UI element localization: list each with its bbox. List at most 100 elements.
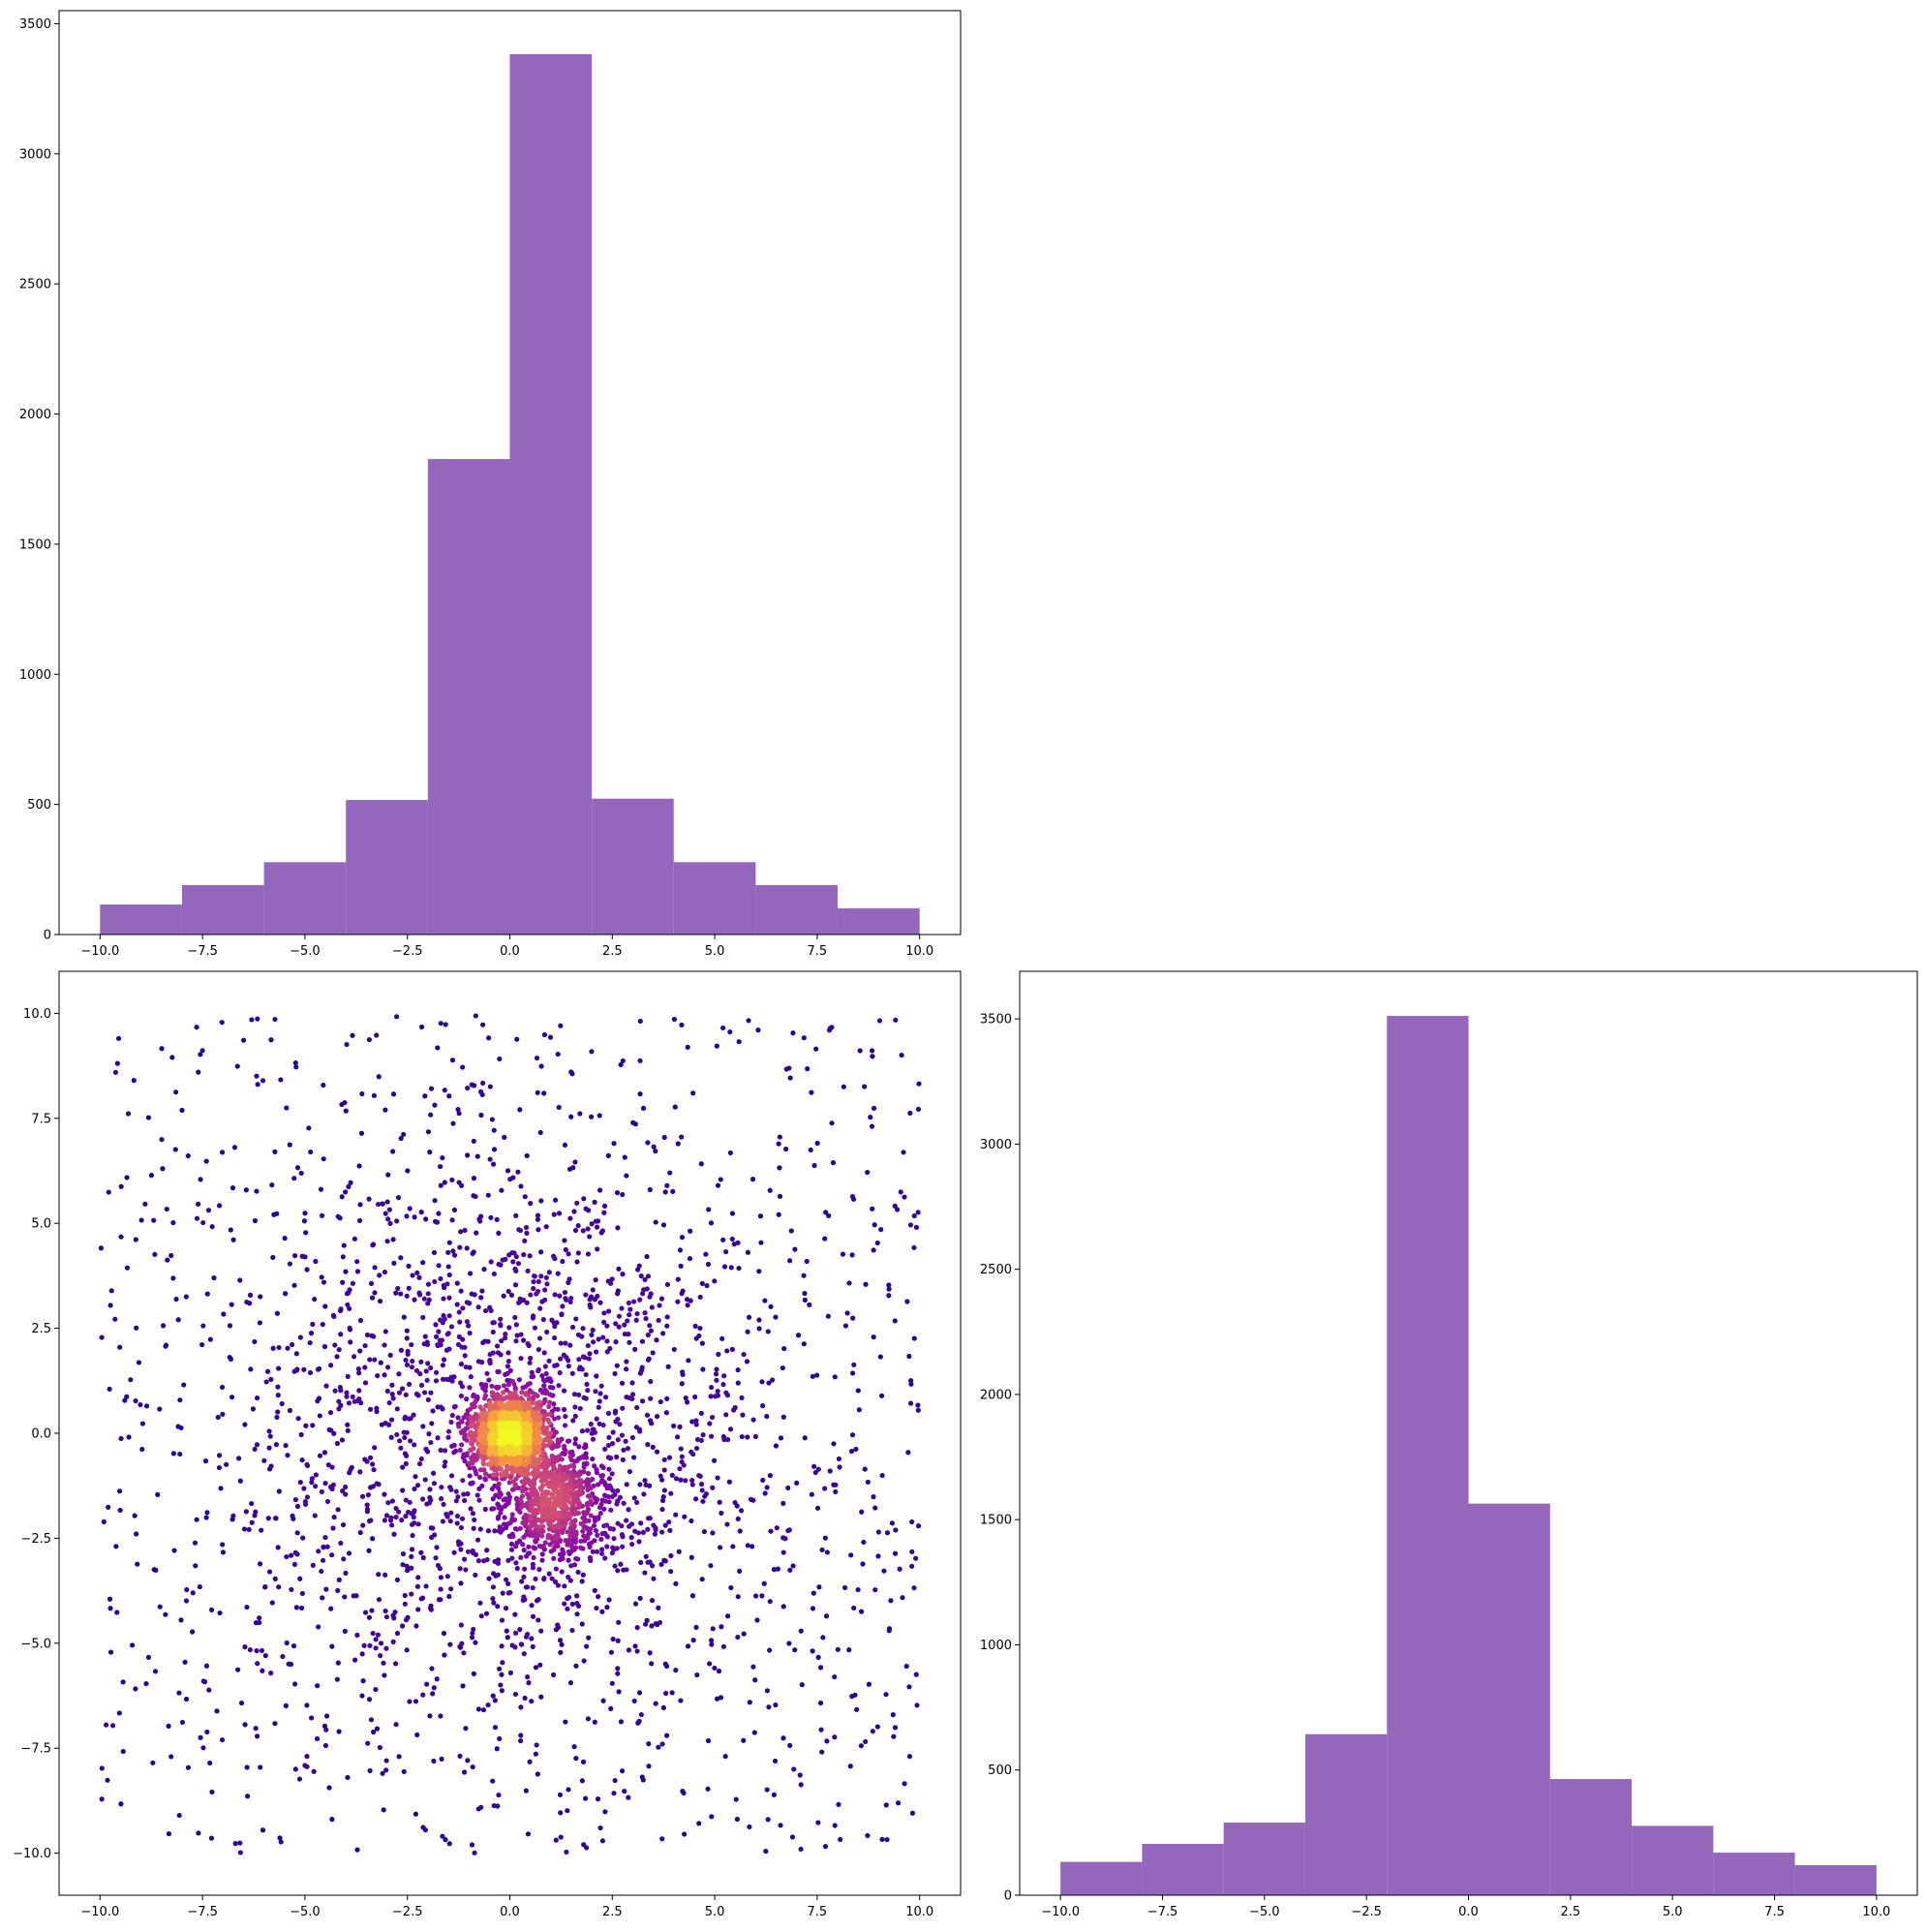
scatter-point (491, 1320, 497, 1326)
scatter-point (354, 1632, 360, 1639)
scatter-point (527, 1759, 533, 1764)
scatter-point (752, 1593, 759, 1599)
scatter-point (449, 1058, 456, 1063)
scatter-point (319, 1274, 324, 1280)
scatter-point (242, 1644, 248, 1650)
scatter-point (552, 1197, 559, 1203)
scatter-point (736, 1039, 742, 1045)
scatter-point (775, 1566, 780, 1572)
scatter-point (542, 1364, 548, 1369)
scatter-point (837, 1464, 842, 1470)
scatter-point (278, 1077, 284, 1083)
scatter-point (453, 1498, 459, 1504)
scatter-point (556, 1211, 563, 1216)
scatter-point (456, 1111, 462, 1117)
scatter-point (741, 1351, 747, 1358)
scatter-point (229, 1395, 235, 1400)
scatter-point (524, 1400, 530, 1406)
scatter-point (593, 1349, 599, 1355)
scatter-point (564, 1297, 569, 1303)
scatter-point (626, 1332, 631, 1337)
scatter-point (310, 1423, 316, 1428)
scatter-point (442, 1463, 447, 1469)
scatter-point (663, 1663, 670, 1670)
scatter-point (556, 1415, 562, 1421)
scatter-point (620, 1272, 626, 1277)
scatter-point (886, 1282, 892, 1288)
scatter-point (564, 1468, 569, 1475)
scatter-point (509, 1642, 515, 1648)
scatter-point (551, 1416, 558, 1422)
scatter-point (428, 1439, 434, 1446)
scatter-point (194, 1215, 200, 1221)
scatter-point (303, 1423, 309, 1428)
scatter-point (870, 1729, 875, 1734)
scatter-point (224, 1461, 229, 1467)
scatter-point (374, 1481, 380, 1487)
scatter-point (166, 1723, 171, 1729)
scatter-point (177, 1397, 183, 1403)
scatter-point (810, 1373, 815, 1379)
scatter-point (387, 1518, 394, 1523)
y-tick-label: 500 (988, 1763, 1012, 1778)
scatter-point (424, 1377, 430, 1383)
scatter-point (508, 1465, 514, 1471)
scatter-point (752, 1677, 758, 1683)
scatter-point (368, 1717, 375, 1723)
scatter-point (486, 1377, 492, 1383)
scatter-point (552, 1544, 558, 1550)
scatter-point (179, 1107, 185, 1114)
scatter-point (911, 1335, 917, 1341)
scatter-point (344, 1041, 350, 1048)
scatter-point (522, 1522, 528, 1529)
scatter-point (697, 1294, 703, 1301)
scatter-point (499, 1472, 505, 1478)
scatter-point (664, 1182, 670, 1188)
y-tick-label: 500 (27, 798, 51, 813)
scatter-point (566, 1364, 571, 1369)
scatter-point (463, 1426, 469, 1431)
scatter-point (692, 1394, 698, 1400)
scatter-point (509, 1531, 515, 1537)
scatter-point (883, 1802, 889, 1808)
scatter-point (254, 1073, 260, 1079)
scatter-point (485, 1338, 491, 1344)
scatter-point (291, 1681, 298, 1687)
scatter-point (505, 1168, 511, 1174)
scatter-point (555, 1533, 561, 1539)
scatter-point (539, 1373, 545, 1379)
scatter-point (759, 1379, 765, 1385)
scatter-point (781, 1345, 787, 1352)
scatter-point (532, 1325, 538, 1331)
scatter-point (458, 1622, 465, 1628)
scatter-point (700, 1366, 706, 1372)
scatter-point (447, 1485, 453, 1490)
scatter-point (505, 1500, 511, 1506)
scatter-point (417, 1292, 423, 1298)
scatter-point (526, 1458, 532, 1464)
scatter-point (826, 1212, 832, 1219)
scatter-point (131, 1078, 137, 1084)
scatter-point (247, 1292, 254, 1298)
scatter-point (661, 1457, 667, 1462)
scatter-point (613, 1339, 619, 1345)
scatter-point (266, 1428, 272, 1434)
scatter-point (614, 1190, 621, 1196)
scatter-point (586, 1208, 592, 1213)
scatter-point (496, 1230, 502, 1237)
scatter-point (124, 1394, 130, 1399)
scatter-point (309, 1476, 315, 1482)
scatter-point (478, 1381, 484, 1387)
scatter-point (503, 1332, 508, 1337)
scatter-point (481, 1467, 487, 1473)
scatter-point (454, 1520, 460, 1526)
scatter-point (615, 1666, 621, 1671)
scatter-point (427, 1713, 433, 1719)
scatter-point (267, 1466, 273, 1472)
scatter-point (642, 1478, 648, 1484)
scatter-point (220, 1542, 226, 1548)
scatter-point (744, 1359, 750, 1365)
scatter-point (515, 1460, 521, 1466)
scatter-point (541, 1383, 547, 1389)
scatter-point (284, 1105, 290, 1111)
